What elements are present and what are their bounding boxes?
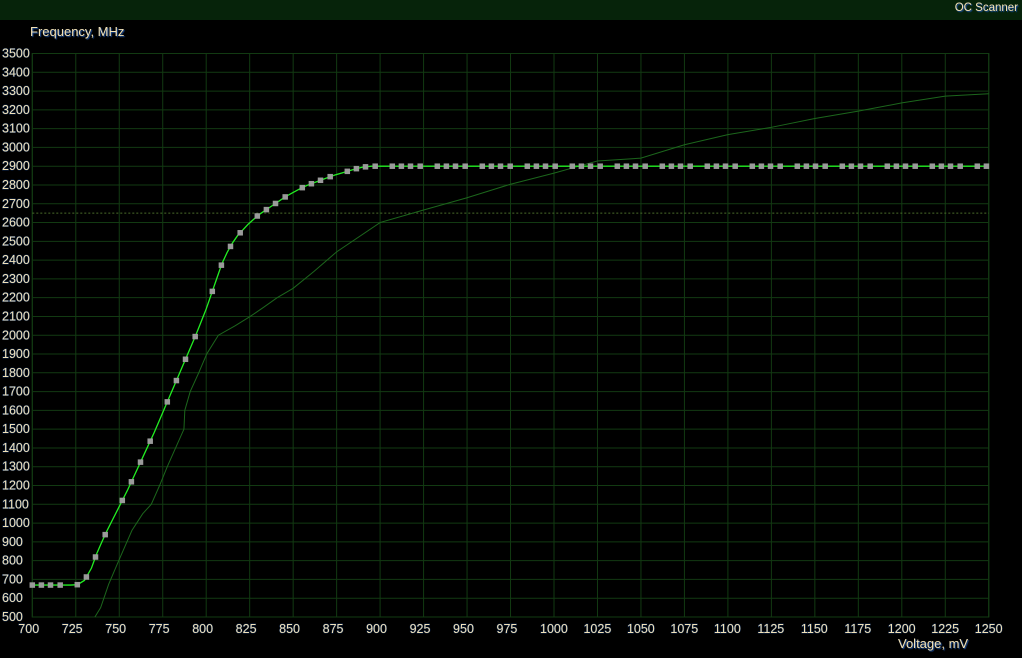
svg-text:2900: 2900 xyxy=(2,159,30,173)
svg-text:1100: 1100 xyxy=(2,497,29,511)
svg-text:1025: 1025 xyxy=(583,622,611,636)
svg-text:2500: 2500 xyxy=(2,234,30,248)
svg-text:975: 975 xyxy=(497,622,518,636)
svg-text:1150: 1150 xyxy=(801,622,828,636)
svg-text:1900: 1900 xyxy=(2,347,30,361)
svg-text:1300: 1300 xyxy=(2,460,30,474)
svg-text:2100: 2100 xyxy=(2,309,30,323)
svg-text:1075: 1075 xyxy=(670,622,698,636)
svg-text:2400: 2400 xyxy=(2,253,30,267)
svg-text:1125: 1125 xyxy=(757,622,784,636)
svg-text:850: 850 xyxy=(279,622,300,636)
svg-text:875: 875 xyxy=(323,622,344,636)
svg-text:2200: 2200 xyxy=(2,291,30,305)
svg-text:3300: 3300 xyxy=(2,84,30,98)
svg-text:725: 725 xyxy=(62,622,83,636)
svg-text:700: 700 xyxy=(18,622,39,636)
svg-text:825: 825 xyxy=(236,622,257,636)
svg-text:1700: 1700 xyxy=(2,385,30,399)
svg-text:775: 775 xyxy=(149,622,170,636)
svg-text:1200: 1200 xyxy=(2,479,30,493)
svg-text:925: 925 xyxy=(410,622,431,636)
svg-text:800: 800 xyxy=(2,554,23,568)
svg-text:2300: 2300 xyxy=(2,272,30,286)
svg-text:2700: 2700 xyxy=(2,197,30,211)
svg-text:2800: 2800 xyxy=(2,178,30,192)
svg-text:500: 500 xyxy=(2,610,23,624)
svg-text:1225: 1225 xyxy=(931,622,959,636)
svg-text:1600: 1600 xyxy=(2,403,30,417)
svg-text:1800: 1800 xyxy=(2,366,30,380)
svg-text:800: 800 xyxy=(192,622,213,636)
svg-text:1250: 1250 xyxy=(975,622,1003,636)
svg-text:600: 600 xyxy=(2,591,23,605)
svg-text:950: 950 xyxy=(453,622,474,636)
svg-text:1400: 1400 xyxy=(2,441,30,455)
svg-text:3000: 3000 xyxy=(2,140,30,154)
svg-text:3100: 3100 xyxy=(2,122,30,136)
svg-text:900: 900 xyxy=(366,622,387,636)
svg-text:1100: 1100 xyxy=(714,622,741,636)
svg-text:700: 700 xyxy=(2,572,23,586)
svg-text:1500: 1500 xyxy=(2,422,30,436)
svg-text:2600: 2600 xyxy=(2,216,30,230)
svg-text:1000: 1000 xyxy=(2,516,30,530)
svg-text:3400: 3400 xyxy=(2,65,30,79)
svg-text:3500: 3500 xyxy=(2,47,30,61)
svg-text:900: 900 xyxy=(2,535,23,549)
svg-text:1175: 1175 xyxy=(844,622,871,636)
svg-text:3200: 3200 xyxy=(2,103,30,117)
svg-text:2000: 2000 xyxy=(2,328,30,342)
svg-text:1200: 1200 xyxy=(888,622,916,636)
svg-text:1050: 1050 xyxy=(627,622,655,636)
svg-text:750: 750 xyxy=(105,622,126,636)
svg-text:1000: 1000 xyxy=(540,622,568,636)
